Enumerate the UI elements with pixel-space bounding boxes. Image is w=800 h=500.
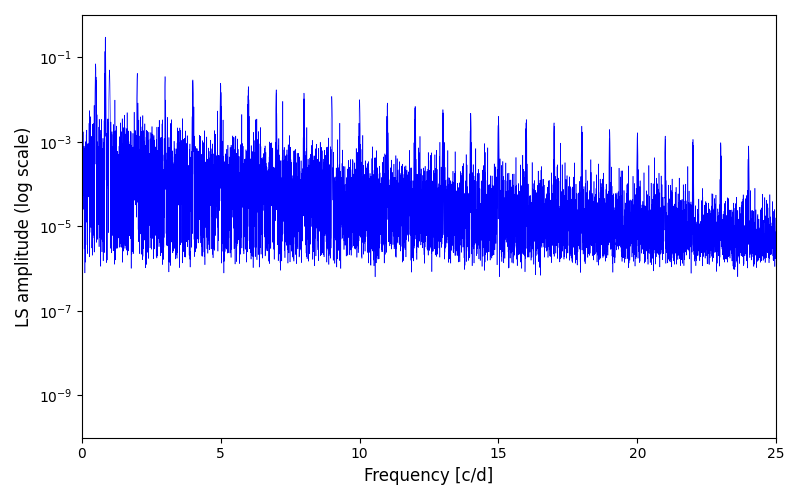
Y-axis label: LS amplitude (log scale): LS amplitude (log scale)	[15, 126, 33, 326]
X-axis label: Frequency [c/d]: Frequency [c/d]	[364, 467, 494, 485]
